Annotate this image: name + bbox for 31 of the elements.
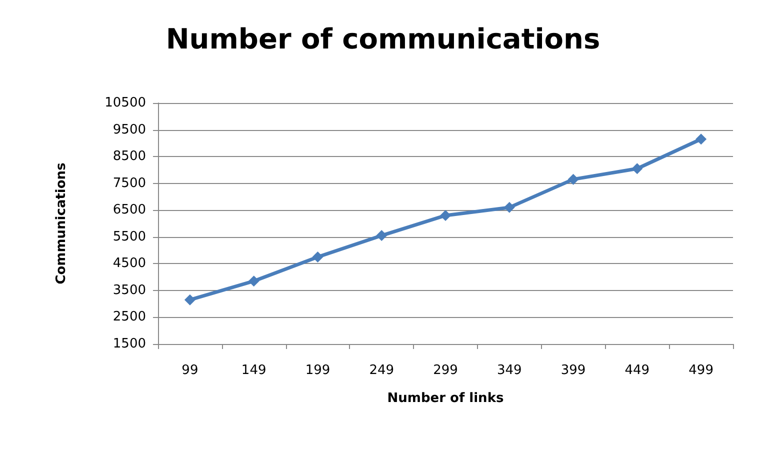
y-tick-label: 8500: [112, 149, 146, 164]
y-tick-label: 7500: [112, 176, 146, 191]
point: [312, 251, 324, 262]
point: [632, 163, 643, 174]
x-axis-title: Number of links: [387, 391, 504, 406]
y-tick-label: 1500: [112, 336, 146, 352]
y-axis-title: Communications: [54, 162, 69, 284]
x-tick-label: 149: [241, 363, 266, 378]
y-tick-label: 9500: [112, 122, 146, 138]
point: [440, 210, 451, 221]
point: [504, 202, 515, 213]
point: [568, 174, 579, 185]
x-tick-label: 249: [369, 363, 394, 378]
x-tick-label: 499: [688, 363, 714, 378]
point: [184, 294, 196, 306]
x-tick-label: 449: [624, 363, 650, 378]
x-tick-label: 399: [560, 363, 586, 378]
x-tick-label: 199: [305, 363, 330, 378]
point: [248, 276, 260, 287]
y-tick-label: 10500: [104, 96, 146, 110]
y-tick-label: 6500: [112, 202, 146, 218]
point: [376, 230, 388, 242]
x-tick-label: 299: [433, 363, 458, 378]
y-tick-label: 4500: [112, 256, 146, 272]
y-tick-label: 2500: [112, 310, 146, 325]
x-tick-label: 99: [182, 363, 198, 378]
x-tick-label: 349: [496, 363, 522, 378]
y-tick-label: 5500: [112, 229, 146, 244]
point: [696, 134, 707, 145]
y-tick-label: 3500: [112, 282, 146, 298]
chart-title: Number of communications: [166, 22, 600, 56]
